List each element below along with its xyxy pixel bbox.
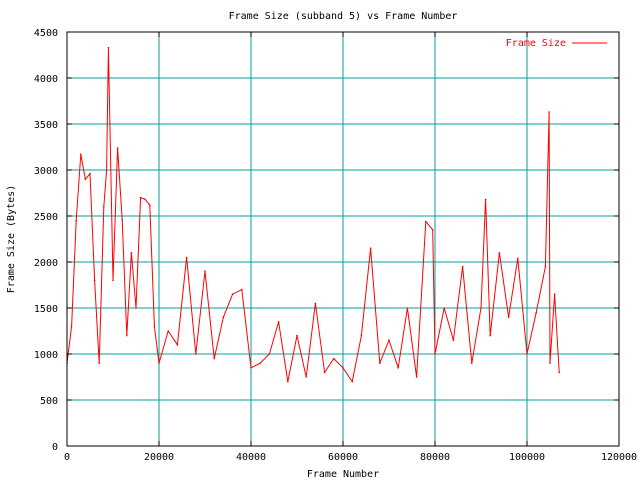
data-point bbox=[342, 367, 344, 369]
data-point bbox=[126, 334, 128, 337]
data-point bbox=[431, 229, 434, 231]
data-point bbox=[153, 325, 156, 328]
data-point bbox=[558, 371, 560, 374]
data-point bbox=[480, 307, 482, 309]
data-point bbox=[167, 330, 169, 332]
data-point bbox=[471, 362, 473, 365]
data-point bbox=[84, 178, 87, 180]
y-tick-label: 4500 bbox=[34, 28, 58, 39]
data-point bbox=[158, 362, 160, 365]
x-tick-label: 120000 bbox=[601, 452, 637, 463]
data-point bbox=[333, 357, 335, 360]
data-point bbox=[250, 367, 252, 369]
data-point bbox=[80, 153, 82, 156]
x-tick-label: 80000 bbox=[420, 452, 450, 463]
data-point bbox=[241, 288, 243, 291]
data-point bbox=[517, 257, 519, 260]
data-point bbox=[452, 339, 455, 342]
data-point bbox=[135, 307, 137, 309]
data-point bbox=[548, 111, 550, 113]
data-point bbox=[277, 321, 280, 323]
data-point bbox=[195, 353, 197, 355]
data-point bbox=[406, 307, 409, 309]
y-tick-label: 0 bbox=[52, 442, 58, 453]
chart-title: Frame Size (subband 5) vs Frame Number bbox=[229, 11, 458, 22]
x-tick-labels: 0 20000 40000 60000 80000 100000 120000 bbox=[64, 452, 637, 463]
data-point bbox=[535, 311, 537, 314]
data-point bbox=[105, 169, 108, 171]
data-point bbox=[369, 247, 372, 249]
x-tick-label: 40000 bbox=[236, 452, 266, 463]
data-point bbox=[121, 218, 123, 221]
data-point bbox=[204, 270, 206, 273]
data-point bbox=[70, 325, 73, 328]
data-point bbox=[93, 279, 96, 282]
data-point bbox=[268, 353, 271, 355]
y-tick-label: 2000 bbox=[34, 258, 58, 269]
x-tick-label: 0 bbox=[64, 452, 70, 463]
tick-marks bbox=[66, 31, 620, 447]
data-point bbox=[176, 344, 179, 346]
series-line bbox=[66, 47, 560, 383]
data-point bbox=[443, 307, 446, 309]
y-tick-labels: 0 500 1000 1500 2000 2500 3000 3500 4000 4500 bbox=[34, 28, 58, 453]
data-point bbox=[98, 362, 100, 365]
data-point bbox=[484, 198, 487, 201]
y-tick-label: 3500 bbox=[34, 120, 58, 131]
data-point bbox=[379, 362, 381, 365]
data-point bbox=[526, 353, 528, 355]
data-point bbox=[553, 293, 556, 296]
data-point bbox=[107, 46, 110, 49]
data-point bbox=[388, 339, 390, 342]
data-point bbox=[415, 376, 418, 378]
data-point bbox=[139, 196, 142, 199]
data-point bbox=[296, 334, 298, 337]
data-point bbox=[75, 219, 77, 222]
data-point bbox=[314, 302, 317, 305]
data-point bbox=[103, 206, 105, 208]
data-point bbox=[185, 256, 188, 259]
x-axis-label: Frame Number bbox=[307, 469, 379, 480]
data-point bbox=[461, 265, 464, 268]
data-point bbox=[231, 293, 234, 296]
data-point bbox=[360, 334, 363, 337]
data-point bbox=[112, 279, 114, 282]
data-point bbox=[434, 353, 436, 355]
data-point bbox=[549, 362, 551, 365]
data-point bbox=[489, 334, 492, 337]
y-tick-label: 1500 bbox=[34, 304, 58, 315]
data-point bbox=[305, 376, 308, 378]
data-point bbox=[89, 172, 91, 175]
data-point bbox=[287, 380, 289, 383]
legend-label: Frame Size bbox=[506, 38, 566, 49]
data-point bbox=[544, 265, 547, 268]
y-tick-label: 500 bbox=[40, 396, 58, 407]
data-point bbox=[351, 380, 354, 383]
data-point bbox=[259, 362, 262, 365]
data-point bbox=[130, 252, 133, 254]
y-tick-label: 2500 bbox=[34, 212, 58, 223]
data-point bbox=[498, 252, 501, 254]
data-point bbox=[149, 204, 151, 206]
y-axis-label: Frame Size (Bytes) bbox=[6, 185, 17, 293]
data-point bbox=[116, 147, 119, 149]
data-point bbox=[507, 316, 510, 319]
y-tick-label: 1000 bbox=[34, 350, 58, 361]
data-point bbox=[213, 357, 215, 360]
x-tick-label: 20000 bbox=[144, 452, 174, 463]
data-point bbox=[425, 220, 427, 223]
y-tick-label: 3000 bbox=[34, 166, 58, 177]
legend: Frame Size bbox=[506, 38, 607, 49]
grid-lines bbox=[67, 32, 619, 446]
data-point bbox=[222, 316, 225, 319]
series-group bbox=[66, 46, 560, 383]
y-tick-label: 4000 bbox=[34, 74, 58, 85]
data-point bbox=[397, 367, 400, 369]
data-point bbox=[144, 198, 146, 201]
x-tick-label: 100000 bbox=[509, 452, 545, 463]
data-point bbox=[323, 371, 326, 374]
x-tick-label: 60000 bbox=[328, 452, 358, 463]
